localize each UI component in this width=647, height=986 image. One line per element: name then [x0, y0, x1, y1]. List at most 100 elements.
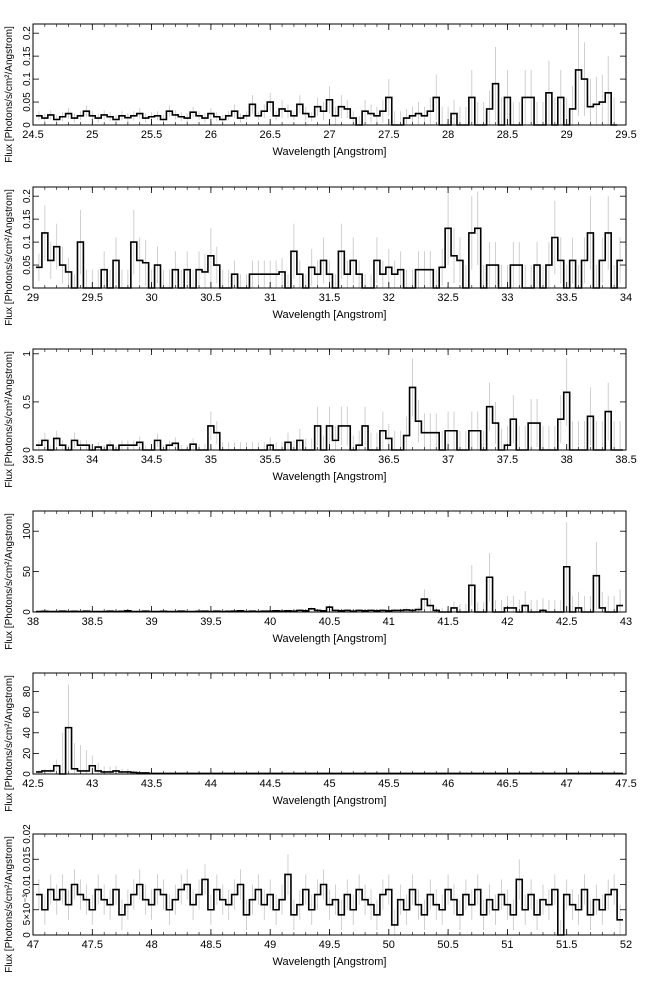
x-tick-label: 36: [323, 454, 335, 466]
x-tick-label: 47: [27, 939, 39, 951]
x-tick-label: 30.5: [200, 292, 221, 304]
plot-frame: [32, 672, 627, 775]
x-tick-label: 51: [501, 939, 513, 951]
x-tick-label: 43.5: [141, 778, 162, 790]
y-tick-label: 0.15: [22, 46, 33, 66]
x-tick-label: 49: [264, 939, 276, 951]
x-tick-label: 29.5: [615, 129, 636, 141]
x-tick-label: 35.5: [259, 454, 280, 466]
x-tick-label: 29: [27, 292, 39, 304]
y-tick-label: 0.5: [22, 395, 33, 409]
x-tick-label: 26.5: [259, 129, 280, 141]
y-tick-label: 0.15: [22, 209, 33, 229]
y-tick-label: 0.05: [22, 255, 33, 275]
x-axis-label: Wavelength [Angstrom]: [273, 956, 387, 968]
y-tick-label: 1: [22, 351, 33, 357]
x-tick-label: 37: [442, 454, 454, 466]
x-tick-label: 39: [145, 616, 157, 628]
x-axis-label: Wavelength [Angstrom]: [273, 633, 387, 645]
y-tick-label: 0.1: [22, 72, 33, 86]
y-tick-label: 0.015: [22, 846, 33, 871]
x-tick-label: 38.5: [82, 616, 103, 628]
x-axis-label: Wavelength [Angstrom]: [273, 146, 387, 158]
x-tick-label: 32.5: [437, 292, 458, 304]
x-tick-label: 42.5: [22, 778, 43, 790]
x-tick-label: 40: [264, 616, 276, 628]
y-tick-label: 0.2: [22, 189, 33, 203]
x-tick-label: 38.5: [615, 454, 636, 466]
x-tick-label: 46.5: [497, 778, 518, 790]
x-tick-label: 31: [264, 292, 276, 304]
x-tick-label: 29: [561, 129, 573, 141]
x-tick-label: 42.5: [556, 616, 577, 628]
flux-step-line: [35, 69, 618, 126]
y-tick-label: 0.2: [22, 26, 33, 40]
x-tick-label: 42: [501, 616, 513, 628]
x-tick-label: 30: [145, 292, 157, 304]
x-tick-label: 46: [442, 778, 454, 790]
x-tick-label: 45.5: [378, 778, 399, 790]
x-tick-label: 28.5: [497, 129, 518, 141]
y-tick-label: 40: [22, 727, 33, 739]
flux-step-line: [35, 726, 624, 775]
plot-frame: [32, 510, 627, 613]
panel-2: 29 29.5 30 30.5 31 31.5 32 32.5 33 33.5 34 0 0.05 0.1…: [4, 186, 632, 326]
x-axis-label: Wavelength [Angstrom]: [273, 795, 387, 807]
y-tick-label: 80: [22, 686, 33, 698]
panel-5: 42.5 43 43.5 44 44.5 45 45.5 46 46.5 47 47.5 0 20 40 6…: [4, 672, 637, 812]
x-tick-label: 48.5: [200, 939, 221, 951]
panel-4: 38 38.5 39 39.5 40 40.5 41 41.5 42 42.5 43 0 50 100 Wa…: [4, 510, 632, 650]
panel-1: 24.5 25 25.5 26 26.5 27 27.5 28 28.5 29 29.5 0 0.05 0…: [4, 23, 637, 163]
x-tick-label: 43: [86, 778, 98, 790]
y-tick-label: 100: [22, 522, 33, 539]
y-tick-label: 0: [22, 447, 33, 453]
y-tick-label: 50: [22, 566, 33, 578]
x-tick-label: 47: [561, 778, 573, 790]
x-tick-label: 44.5: [259, 778, 280, 790]
x-tick-label: 35: [205, 454, 217, 466]
y-tick-label: 0.02: [22, 824, 33, 844]
y-tick-label: 0: [22, 932, 33, 938]
x-tick-label: 27.5: [378, 129, 399, 141]
x-tick-label: 39.5: [200, 616, 221, 628]
x-tick-label: 27: [323, 129, 335, 141]
x-tick-label: 40.5: [319, 616, 340, 628]
x-tick-label: 29.5: [82, 292, 103, 304]
x-axis-label: Wavelength [Angstrom]: [273, 309, 387, 321]
x-tick-label: 34: [86, 454, 98, 466]
y-axis-label: Flux [Photons/s/cm²/Angstrom]: [4, 513, 15, 650]
y-axis-label: Flux [Photons/s/cm²/Angstrom]: [4, 26, 15, 163]
y-tick-label: 0.1: [22, 235, 33, 249]
x-tick-label: 48: [145, 939, 157, 951]
x-tick-label: 38: [27, 616, 39, 628]
x-tick-label: 41: [383, 616, 395, 628]
panel-3: 33.5 34 34.5 35 35.5 36 36.5 37 37.5 38 38.5 0 0.5 1 W…: [4, 348, 637, 488]
x-tick-label: 50.5: [437, 939, 458, 951]
x-tick-label: 34: [620, 292, 632, 304]
x-tick-label: 34.5: [141, 454, 162, 466]
y-tick-label: 0.01: [22, 874, 33, 894]
y-tick-label: 0: [22, 122, 33, 128]
y-axis-label: Flux [Photons/s/cm²/Angstrom]: [4, 351, 15, 488]
x-tick-label: 31.5: [319, 292, 340, 304]
x-tick-label: 47.5: [615, 778, 636, 790]
y-axis-label: Flux [Photons/s/cm²/Angstrom]: [4, 675, 15, 812]
y-axis-label: Flux [Photons/s/cm²/Angstrom]: [4, 836, 15, 973]
x-tick-label: 44: [205, 778, 217, 790]
x-tick-label: 25.5: [141, 129, 162, 141]
x-tick-label: 41.5: [437, 616, 458, 628]
y-tick-label: 5×10⁻³: [22, 894, 33, 926]
x-tick-label: 45: [323, 778, 335, 790]
x-tick-label: 25: [86, 129, 98, 141]
x-tick-label: 37.5: [497, 454, 518, 466]
x-tick-label: 33.5: [22, 454, 43, 466]
panel-6: 47 47.5 48 48.5 49 49.5 50 50.5 51 51.5 5205×10⁻³0…: [4, 824, 632, 973]
x-tick-label: 28: [442, 129, 454, 141]
y-tick-label: 0.05: [22, 92, 33, 112]
x-tick-label: 33.5: [556, 292, 577, 304]
x-axis-label: Wavelength [Angstrom]: [273, 471, 387, 483]
x-tick-label: 36.5: [378, 454, 399, 466]
y-tick-label: 60: [22, 706, 33, 718]
x-tick-label: 32: [383, 292, 395, 304]
x-tick-label: 38: [561, 454, 573, 466]
